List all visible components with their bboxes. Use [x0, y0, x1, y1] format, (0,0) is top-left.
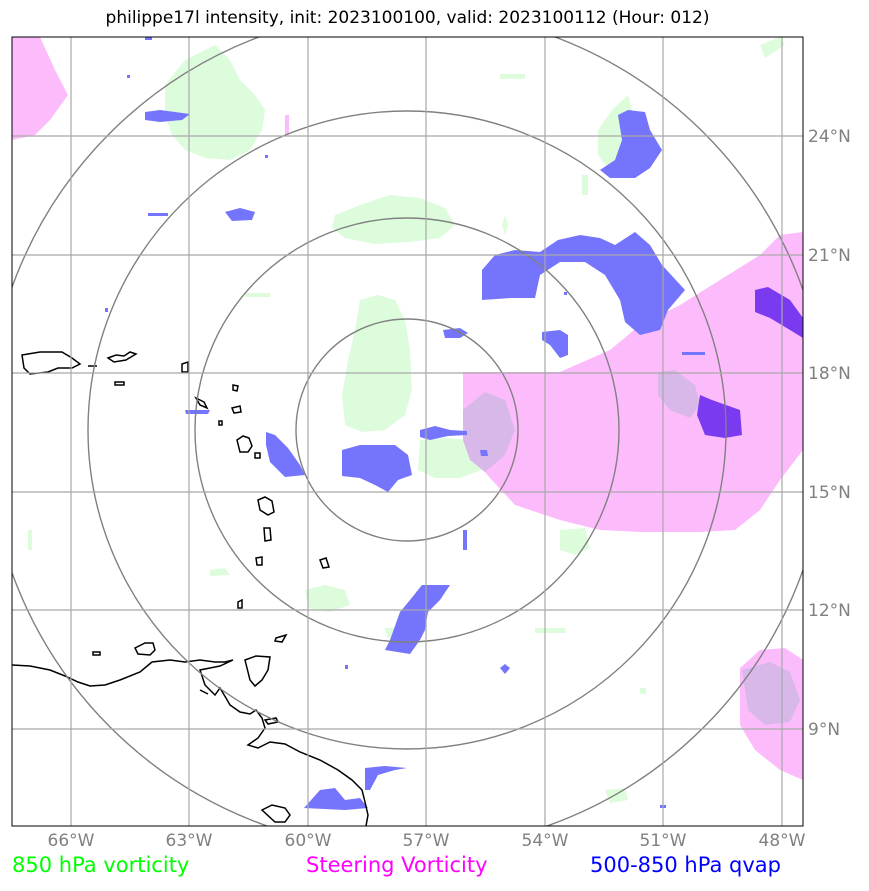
x-tick-label: 66°W [48, 831, 95, 851]
map-title: philippe17l intensity, init: 2023100100,… [105, 8, 710, 28]
overlap-contours [463, 370, 800, 725]
y-tick-label: 18°N [808, 364, 851, 384]
gridlines [12, 37, 803, 826]
x-tick-label: 51°W [640, 831, 687, 851]
legend-qvap: 500-850 hPa qvap [590, 853, 781, 877]
x-tick-label: 57°W [403, 831, 450, 851]
coastlines [12, 351, 369, 826]
map-frame [11, 36, 804, 827]
y-tick-label: 15°N [808, 483, 851, 503]
x-tick-label: 63°W [166, 831, 213, 851]
y-tick-label: 9°N [808, 720, 840, 740]
legend-steering-vorticity: Steering Vorticity [306, 853, 488, 877]
x-tick-labels: 66°W 63°W 60°W 57°W 54°W 51°W 48°W [48, 831, 806, 851]
range-rings [12, 37, 803, 826]
legend-850-vorticity: 850 hPa vorticity [12, 853, 190, 877]
y-tick-label: 21°N [808, 246, 851, 266]
x-tick-label: 60°W [285, 831, 332, 851]
y-tick-labels: 24°N 21°N 18°N 15°N 12°N 9°N [808, 127, 851, 740]
x-tick-label: 48°W [759, 831, 806, 851]
x-tick-label: 54°W [522, 831, 569, 851]
y-tick-label: 12°N [808, 601, 851, 621]
qvap-contours [105, 37, 705, 810]
y-tick-label: 24°N [808, 127, 851, 147]
qvap-dark-contours [697, 287, 803, 438]
